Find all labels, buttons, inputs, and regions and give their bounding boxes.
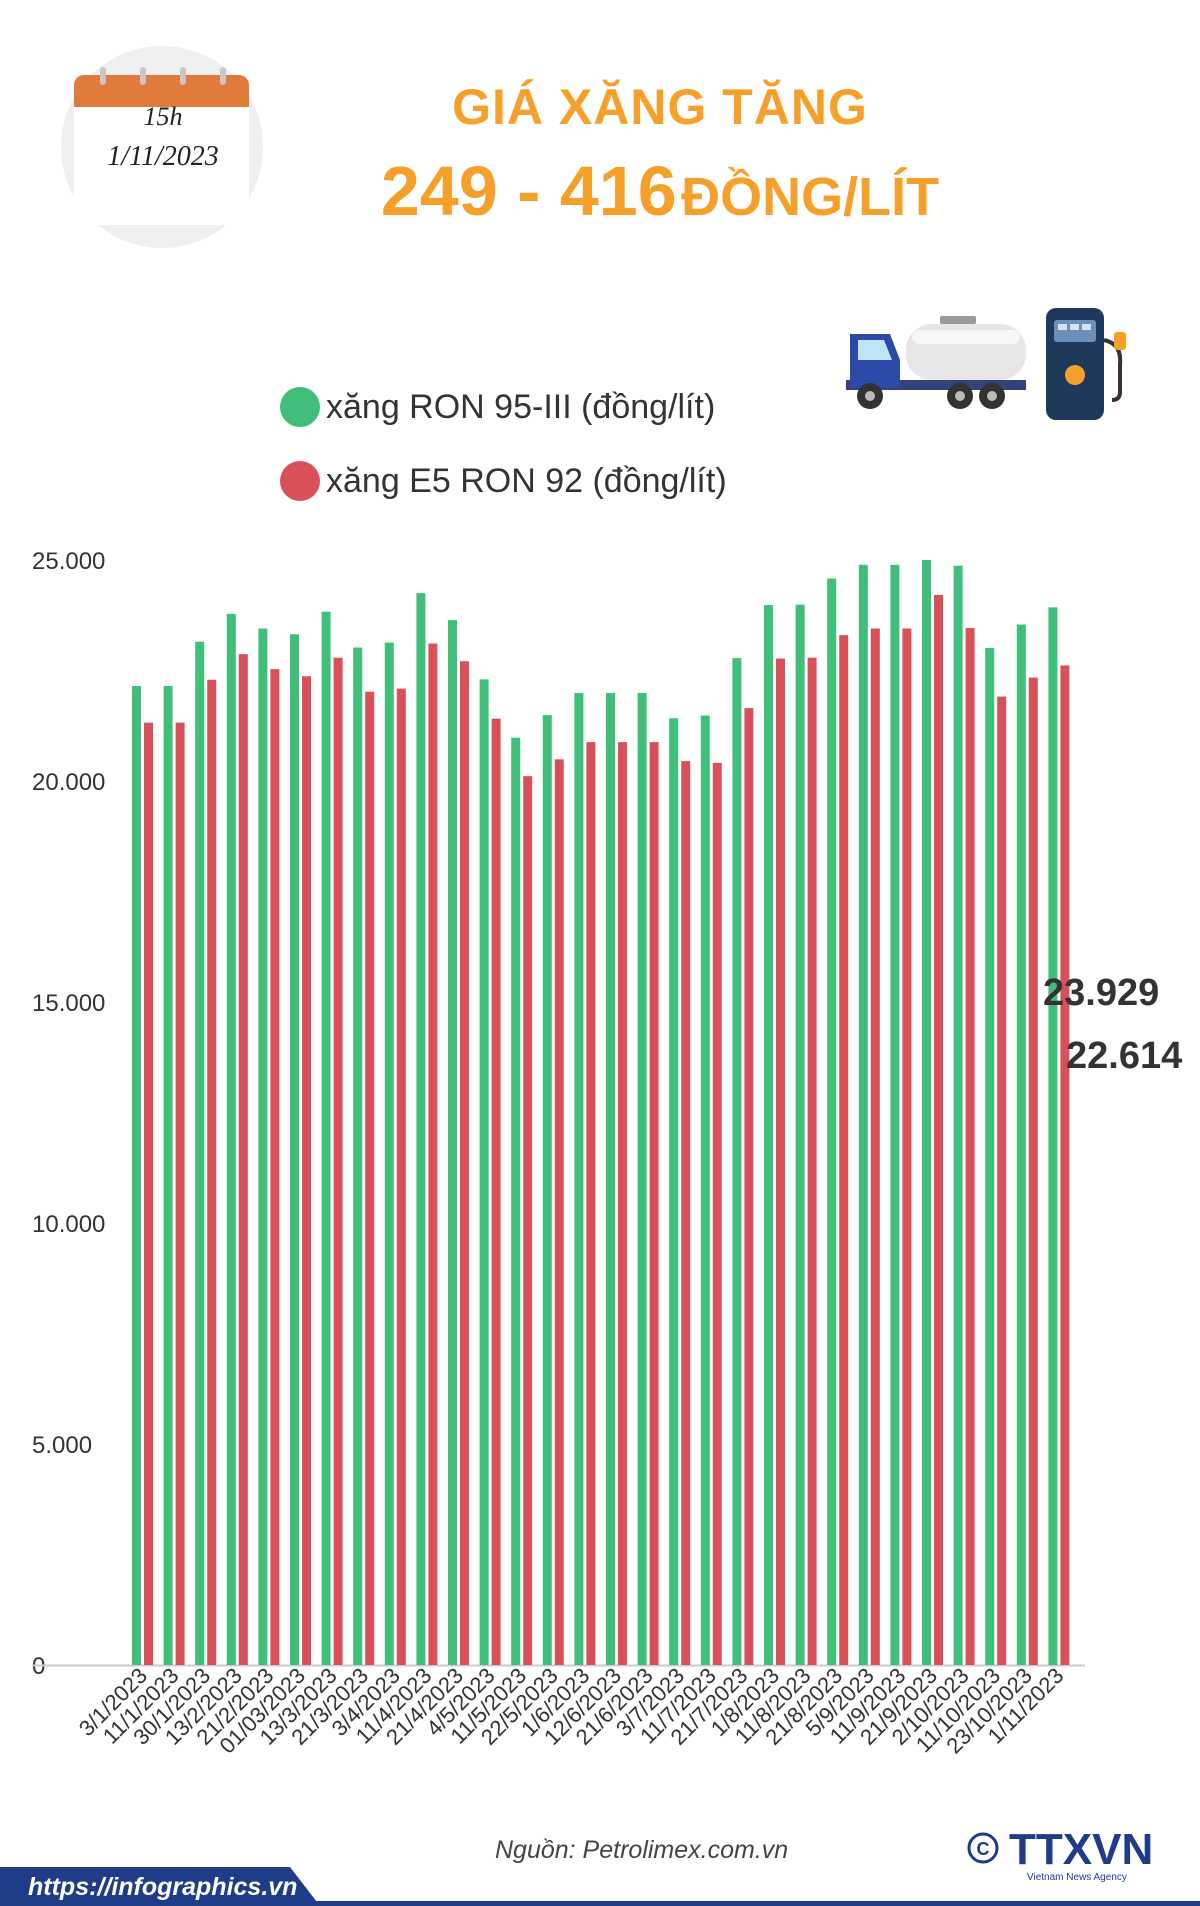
calendar-badge: 15h 1/11/2023 xyxy=(61,46,263,248)
bar-ron95 xyxy=(985,647,995,1665)
ttxvn-logo: C TTXVN Vietnam News Agency xyxy=(967,1825,1153,1883)
bar-e5ron92 xyxy=(175,722,185,1665)
data-label-ron95-latest: 23.929 xyxy=(1043,972,1159,1014)
y-tick-label: 10.000 xyxy=(32,1211,105,1238)
bar-ron95 xyxy=(1048,607,1058,1666)
bar-e5ron92 xyxy=(1028,677,1038,1665)
bar-ron95 xyxy=(922,560,931,1665)
bar-ron95 xyxy=(1016,624,1026,1665)
calendar-date: 1/11/2023 xyxy=(107,141,218,172)
bar-ron95 xyxy=(953,565,963,1665)
bar-ron95 xyxy=(163,685,173,1665)
bar-ron95 xyxy=(132,685,141,1665)
bar-ron95 xyxy=(606,693,615,1665)
bar-ron95 xyxy=(258,628,268,1665)
bar-ron95 xyxy=(764,605,773,1665)
price-change-line: 249 - 416 ĐỒNG/LÍT xyxy=(290,153,1030,230)
bar-ron95 xyxy=(226,613,236,1665)
calendar-rings xyxy=(100,67,226,85)
bar-ron95 xyxy=(479,679,489,1665)
bar-ron95 xyxy=(448,620,457,1665)
bar-e5ron92 xyxy=(934,594,943,1665)
fuel-illustration xyxy=(846,308,1126,420)
bar-e5ron92 xyxy=(997,696,1007,1665)
bar-e5ron92 xyxy=(649,742,659,1665)
bar-e5ron92 xyxy=(744,708,754,1665)
bar-e5ron92 xyxy=(428,643,438,1665)
bar-ron95 xyxy=(290,634,299,1665)
page-title: GIÁ XĂNG TĂNG xyxy=(452,79,868,135)
logo-subtext: Vietnam News Agency xyxy=(1027,1872,1127,1883)
bar-e5ron92 xyxy=(333,657,343,1665)
bar-e5ron92 xyxy=(270,669,280,1665)
bar-e5ron92 xyxy=(618,742,627,1665)
bar-ron95 xyxy=(669,718,679,1665)
y-tick-label: 5.000 xyxy=(32,1432,92,1459)
bar-e5ron92 xyxy=(554,759,564,1665)
bar-e5ron92 xyxy=(807,657,817,1665)
bar-e5ron92 xyxy=(238,654,248,1665)
bar-e5ron92 xyxy=(902,628,912,1665)
bar-e5ron92 xyxy=(207,679,217,1665)
source-note: Nguồn: Petrolimex.com.vn xyxy=(495,1836,789,1864)
bar-ron95 xyxy=(732,658,742,1665)
bar-ron95 xyxy=(795,604,805,1665)
bar-e5ron92 xyxy=(1060,665,1070,1665)
legend-item-ron95: xăng RON 95-III (đồng/lít) xyxy=(280,383,715,431)
bar-ron95 xyxy=(416,593,426,1665)
bar-ron95 xyxy=(542,715,552,1665)
bar-e5ron92 xyxy=(776,658,785,1665)
calendar-page xyxy=(74,75,249,225)
bar-e5ron92 xyxy=(523,776,533,1665)
bar-ron95 xyxy=(858,564,868,1665)
url-band xyxy=(0,1867,1200,1906)
copyright-icon xyxy=(967,1832,999,1864)
bar-e5ron92 xyxy=(365,691,375,1665)
bar-e5ron92 xyxy=(712,762,722,1665)
bar-ron95 xyxy=(511,737,521,1665)
bar-ron95 xyxy=(700,715,710,1665)
bar-ron95 xyxy=(890,564,900,1665)
site-url-link[interactable]: https://infographics.vn xyxy=(28,1873,298,1901)
bar-ron95 xyxy=(384,642,394,1665)
data-label-e5ron92-latest: 22.614 xyxy=(1066,1035,1182,1077)
bar-ron95 xyxy=(574,693,584,1665)
price-unit: ĐỒNG/LÍT xyxy=(681,167,940,227)
legend-item-e5ron92: xăng E5 RON 92 (đồng/lít) xyxy=(280,457,727,505)
bar-e5ron92 xyxy=(396,688,406,1665)
bar-e5ron92 xyxy=(491,718,501,1665)
bar-e5ron92 xyxy=(870,628,880,1665)
bar-ron95 xyxy=(321,611,331,1665)
y-tick-label: 20.000 xyxy=(32,769,105,796)
tanker-truck-icon xyxy=(846,316,1026,409)
price-bar-chart: 05.00010.00015.00020.00025.0003/1/202311… xyxy=(32,548,1182,1758)
y-tick-label: 25.000 xyxy=(32,548,105,575)
bar-e5ron92 xyxy=(965,628,975,1665)
logo-text: TTXVN xyxy=(1009,1825,1153,1874)
bar-e5ron92 xyxy=(681,761,691,1665)
bar-ron95 xyxy=(637,693,647,1665)
fuel-pump-icon xyxy=(1046,308,1126,420)
title-block: GIÁ XĂNG TĂNG 249 - 416 ĐỒNG/LÍT xyxy=(290,80,1030,230)
bar-ron95 xyxy=(353,647,363,1665)
bar-e5ron92 xyxy=(144,722,153,1665)
bar-e5ron92 xyxy=(839,635,849,1665)
bar-ron95 xyxy=(827,578,837,1666)
bar-e5ron92 xyxy=(460,661,469,1665)
legend-dot-red xyxy=(280,461,320,501)
price-range: 249 - 416 xyxy=(380,152,677,230)
legend-dot-green xyxy=(280,387,320,427)
calendar-time: 15h xyxy=(144,102,183,131)
legend-label-ron95: xăng RON 95-III (đồng/lít) xyxy=(326,387,716,426)
legend-label-e5ron92: xăng E5 RON 92 (đồng/lít) xyxy=(326,461,727,500)
svg-text:C: C xyxy=(977,1839,990,1859)
y-tick-label: 15.000 xyxy=(32,990,105,1017)
bar-ron95 xyxy=(195,641,205,1665)
bar-e5ron92 xyxy=(302,676,311,1665)
bar-e5ron92 xyxy=(586,742,596,1665)
